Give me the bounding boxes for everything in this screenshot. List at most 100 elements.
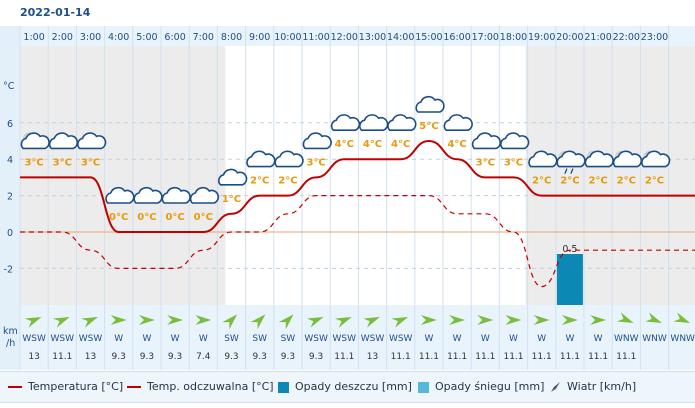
temp-label: 0°C — [109, 212, 128, 223]
cloudy-icon — [189, 186, 220, 204]
hour-label: 10:00 — [274, 32, 301, 43]
wind-speed-label: 13 — [85, 352, 96, 362]
wind-speed-label: 11.1 — [616, 352, 636, 362]
hour-label: 19:00 — [528, 32, 555, 43]
wind-speed-label: 9.3 — [281, 352, 295, 362]
legend: Temperatura [°C] Temp. odczuwalna [°C] O… — [0, 371, 695, 403]
y-unit-label: °C — [3, 81, 15, 92]
wind-arrow-shape — [363, 316, 380, 328]
wind-speed-label: 9.3 — [168, 352, 182, 362]
wind-direction-label: WSW — [51, 334, 75, 344]
wind-arrow-icon — [334, 316, 352, 328]
hour-label: 8:00 — [221, 32, 242, 43]
wind-arrow-shape — [616, 312, 634, 324]
wind-arrow-shape — [110, 315, 127, 325]
legend-rain-label: Opady deszczu [mm] — [295, 380, 412, 393]
temp-label: 2°C — [560, 176, 579, 187]
wind-arrow-icon — [505, 315, 522, 325]
hour-label: 11:00 — [302, 32, 329, 43]
cloud-shape — [415, 95, 445, 113]
hour-label: 2:00 — [52, 32, 73, 43]
hour-label: 14:00 — [387, 32, 414, 43]
cloudy-icon — [302, 132, 332, 150]
wind-direction-label: W — [509, 334, 518, 344]
hour-label: 3:00 — [80, 32, 101, 43]
legend-snow-swatch — [418, 381, 429, 393]
wind-arrow-shape — [449, 315, 466, 325]
temp-label: 4°C — [391, 139, 410, 150]
wind-arrow-shape — [52, 316, 70, 328]
date-title: 2022-01-14 — [20, 6, 91, 19]
hour-label: 17:00 — [472, 32, 499, 43]
cloud-shape — [500, 132, 530, 150]
temperature-line — [19, 139, 695, 233]
wind-arrow-shape — [222, 314, 238, 330]
cloud-shape — [302, 132, 332, 150]
legend-temp-label: Temperatura [°C] — [28, 380, 124, 393]
wind-arrow-icon — [645, 312, 662, 324]
wind-arrow-shape — [420, 315, 437, 325]
wind-arrow-icon — [420, 315, 437, 325]
wind-direction-label: WSW — [361, 334, 385, 344]
wind-arrow-icon — [250, 314, 266, 330]
wind-direction-label: W — [114, 334, 123, 344]
wind-arrow-icon — [616, 312, 634, 324]
temp-label: 2°C — [588, 176, 607, 187]
cloud-shape — [387, 114, 417, 131]
hour-label: 23:00 — [641, 32, 668, 43]
wind-speed-label: 9.3 — [309, 352, 323, 362]
cloudy-icon — [500, 132, 530, 150]
y-axis-panel — [0, 26, 20, 370]
wind-speed-label: 7.4 — [196, 352, 211, 362]
feels-like-line — [19, 194, 695, 288]
cloudy-icon — [415, 95, 445, 113]
wind-speed-label: 11.1 — [588, 352, 608, 362]
cloud-shape — [218, 168, 248, 186]
wind-speed-label: 11.1 — [475, 352, 495, 362]
hour-label: 1:00 — [23, 32, 44, 43]
legend-temp-swatch — [8, 386, 22, 388]
wind-arrow-shape — [24, 316, 42, 328]
temp-label: 2°C — [278, 176, 297, 187]
wind-arrow-shape — [278, 314, 294, 330]
hour-label: 22:00 — [613, 32, 640, 43]
temp-label: 3°C — [81, 157, 100, 168]
wind-arrow-icon — [561, 315, 578, 325]
legend-feel-swatch — [127, 386, 141, 388]
wind-direction-label: WSW — [333, 334, 357, 344]
wind-arrow-shape — [138, 315, 155, 325]
wind-unit-label: /h — [6, 338, 15, 349]
wind-arrow-icon — [477, 315, 494, 325]
wind-direction-label: W — [594, 334, 603, 344]
wind-arrow-icon — [363, 316, 380, 328]
plot-day-bg — [225, 46, 526, 305]
cloud-shape — [274, 150, 304, 168]
wind-arrow-shape — [81, 316, 98, 328]
wind-direction-label: SW — [281, 334, 296, 344]
temp-label: 4°C — [335, 139, 354, 150]
wind-speed-label: 11.1 — [447, 352, 467, 362]
cloudy-icon — [387, 114, 417, 131]
wind-arrow-shape — [334, 316, 352, 328]
cloudy-icon — [77, 132, 107, 150]
hour-label: 5:00 — [136, 32, 157, 43]
legend-wind-label: Wiatr [km/h] — [567, 380, 637, 393]
wind-direction-label: W — [481, 334, 490, 344]
wind-direction-label: W — [199, 334, 208, 344]
temp-label: 3°C — [306, 157, 325, 168]
wind-arrow-icon — [81, 316, 98, 328]
temp-label: 0°C — [194, 212, 213, 223]
temp-label: 1°C — [222, 194, 241, 205]
legend-wind: Wiatr [km/h] — [549, 380, 636, 393]
cloudy-icon — [443, 114, 473, 131]
wind-arrow-icon — [167, 315, 184, 325]
cloudy-night-icon — [641, 150, 671, 168]
hour-label: 7:00 — [193, 32, 214, 43]
temp-label: 3°C — [53, 157, 72, 168]
wind-arrow-icon — [52, 316, 70, 328]
wind-speed-label: 9.3 — [253, 352, 267, 362]
hour-label: 12:00 — [331, 32, 358, 43]
wind-direction-label: WSW — [79, 334, 103, 344]
temp-label: 4°C — [363, 139, 382, 150]
legend-snow: Opady śniegu [mm] — [418, 380, 544, 393]
